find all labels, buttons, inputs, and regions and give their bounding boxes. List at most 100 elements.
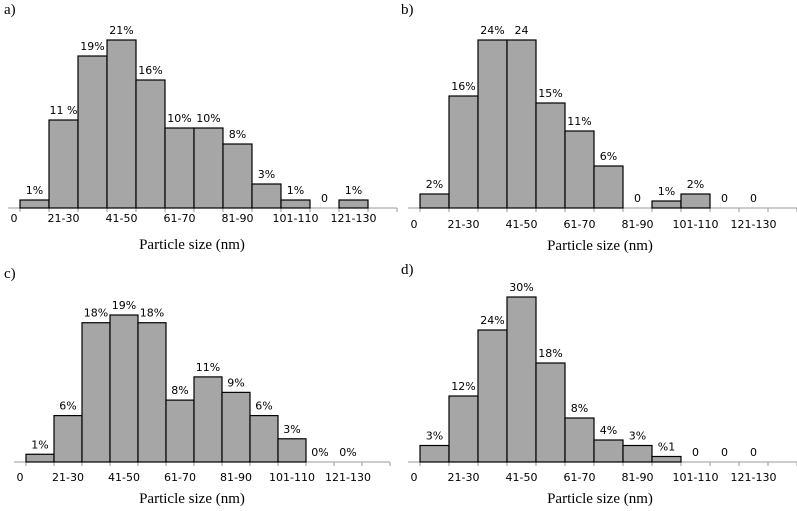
data-label: 16% [138, 64, 162, 77]
x-tick-label: 21-30 [52, 471, 84, 484]
bar [419, 444, 450, 463]
bar [251, 183, 282, 209]
data-label: 24% [480, 24, 504, 37]
x-axis-title: Particle size (nm) [139, 491, 245, 507]
data-label: %1 [658, 441, 675, 454]
x-axis-title: Particle size (nm) [139, 237, 245, 253]
x-tick-label: 121-130 [731, 218, 777, 231]
bar [19, 199, 50, 209]
data-label: 4% [600, 424, 617, 437]
x-tick-label: 81-90 [220, 471, 252, 484]
bar [535, 102, 566, 209]
bar [564, 417, 595, 463]
data-label: 1% [26, 184, 43, 197]
data-label: 0% [339, 446, 356, 459]
x-tick-label: 41-50 [506, 471, 538, 484]
bar [448, 395, 479, 463]
data-label: 1% [31, 438, 48, 451]
bar [280, 199, 311, 209]
bar [419, 193, 450, 209]
bar [680, 193, 711, 209]
data-label: 8% [171, 384, 188, 397]
bar [135, 79, 166, 209]
bar [277, 438, 307, 463]
x-tick-label: 121-130 [731, 471, 777, 484]
panel-label: d) [401, 262, 414, 278]
data-label: 1% [287, 184, 304, 197]
bar [25, 453, 55, 463]
data-label: 8% [571, 402, 588, 415]
x-tick-label: 21-30 [448, 471, 480, 484]
bar [651, 200, 682, 209]
bar [249, 414, 279, 463]
data-label: 6% [59, 400, 76, 413]
x-tick-label: 61-70 [564, 471, 596, 484]
data-label: 6% [600, 150, 617, 163]
x-tick-label: 101-110 [273, 212, 319, 225]
bar [81, 322, 111, 463]
bar [477, 39, 508, 209]
data-label: 1% [345, 184, 362, 197]
bar [193, 376, 223, 463]
data-label: 0 [634, 192, 641, 205]
x-tick-label: 41-50 [506, 218, 538, 231]
bar [564, 130, 595, 209]
data-label: 0 [750, 446, 757, 459]
panel-1: a) 1% 11 % 19% 21% 16% 10% 10% 8% 3% 1% 0 1% 0 21-30 41… [4, 2, 398, 253]
data-label: 18% [84, 307, 108, 320]
data-label: 16% [451, 80, 475, 93]
data-label: 0 [321, 192, 328, 205]
data-label: 11% [196, 361, 220, 374]
panel-label: b) [401, 2, 414, 18]
data-label: 10% [167, 112, 191, 125]
bar [506, 296, 537, 463]
bar [221, 391, 251, 463]
x-tick-label: 0 [17, 471, 24, 484]
bar [622, 444, 653, 463]
bar [137, 322, 167, 463]
bar [48, 119, 79, 209]
bar [593, 165, 624, 209]
x-tick-label: 41-50 [108, 471, 140, 484]
data-label: 30% [509, 281, 533, 294]
x-tick-label: 61-70 [164, 212, 196, 225]
bar [165, 399, 195, 463]
data-label: 0 [721, 446, 728, 459]
bar [106, 39, 137, 209]
panel-label: c) [4, 266, 16, 282]
x-tick-label: 121-130 [331, 212, 377, 225]
bar [222, 143, 253, 209]
panel-4: d) 3% 12% 24% 30% 18% 8% 4% 3% %1 0 0 0 0 21-30 41-50 61… [401, 262, 797, 507]
x-tick-label: 0 [411, 218, 418, 231]
x-tick-label: 81-90 [622, 471, 654, 484]
bar [535, 362, 566, 463]
bar [477, 329, 508, 463]
data-label: 18% [538, 347, 562, 360]
panel-label: a) [4, 2, 16, 18]
data-label: 1% [658, 185, 675, 198]
x-axis-title: Particle size (nm) [547, 491, 653, 507]
data-label: 10% [196, 112, 220, 125]
data-label: 18% [140, 307, 164, 320]
bar [506, 39, 537, 209]
data-label: 3% [629, 430, 646, 443]
bar [448, 95, 479, 209]
data-label: 0 [721, 192, 728, 205]
x-tick-label: 101-110 [673, 471, 719, 484]
x-tick-label: 81-90 [622, 218, 654, 231]
x-tick-label: 81-90 [222, 212, 254, 225]
data-label: 2% [687, 178, 704, 191]
x-tick-label: 101-110 [673, 218, 719, 231]
data-label: 6% [255, 400, 272, 413]
data-label: 24 [515, 24, 529, 37]
bar [593, 439, 624, 463]
data-label: 9% [227, 376, 244, 389]
data-label: 3% [283, 423, 300, 436]
x-tick-label: 0 [11, 212, 18, 225]
bar [53, 414, 83, 463]
data-label: 19% [80, 40, 104, 53]
data-label: 11 % [50, 104, 78, 117]
data-label: 8% [229, 128, 246, 141]
data-label: 0% [311, 446, 328, 459]
